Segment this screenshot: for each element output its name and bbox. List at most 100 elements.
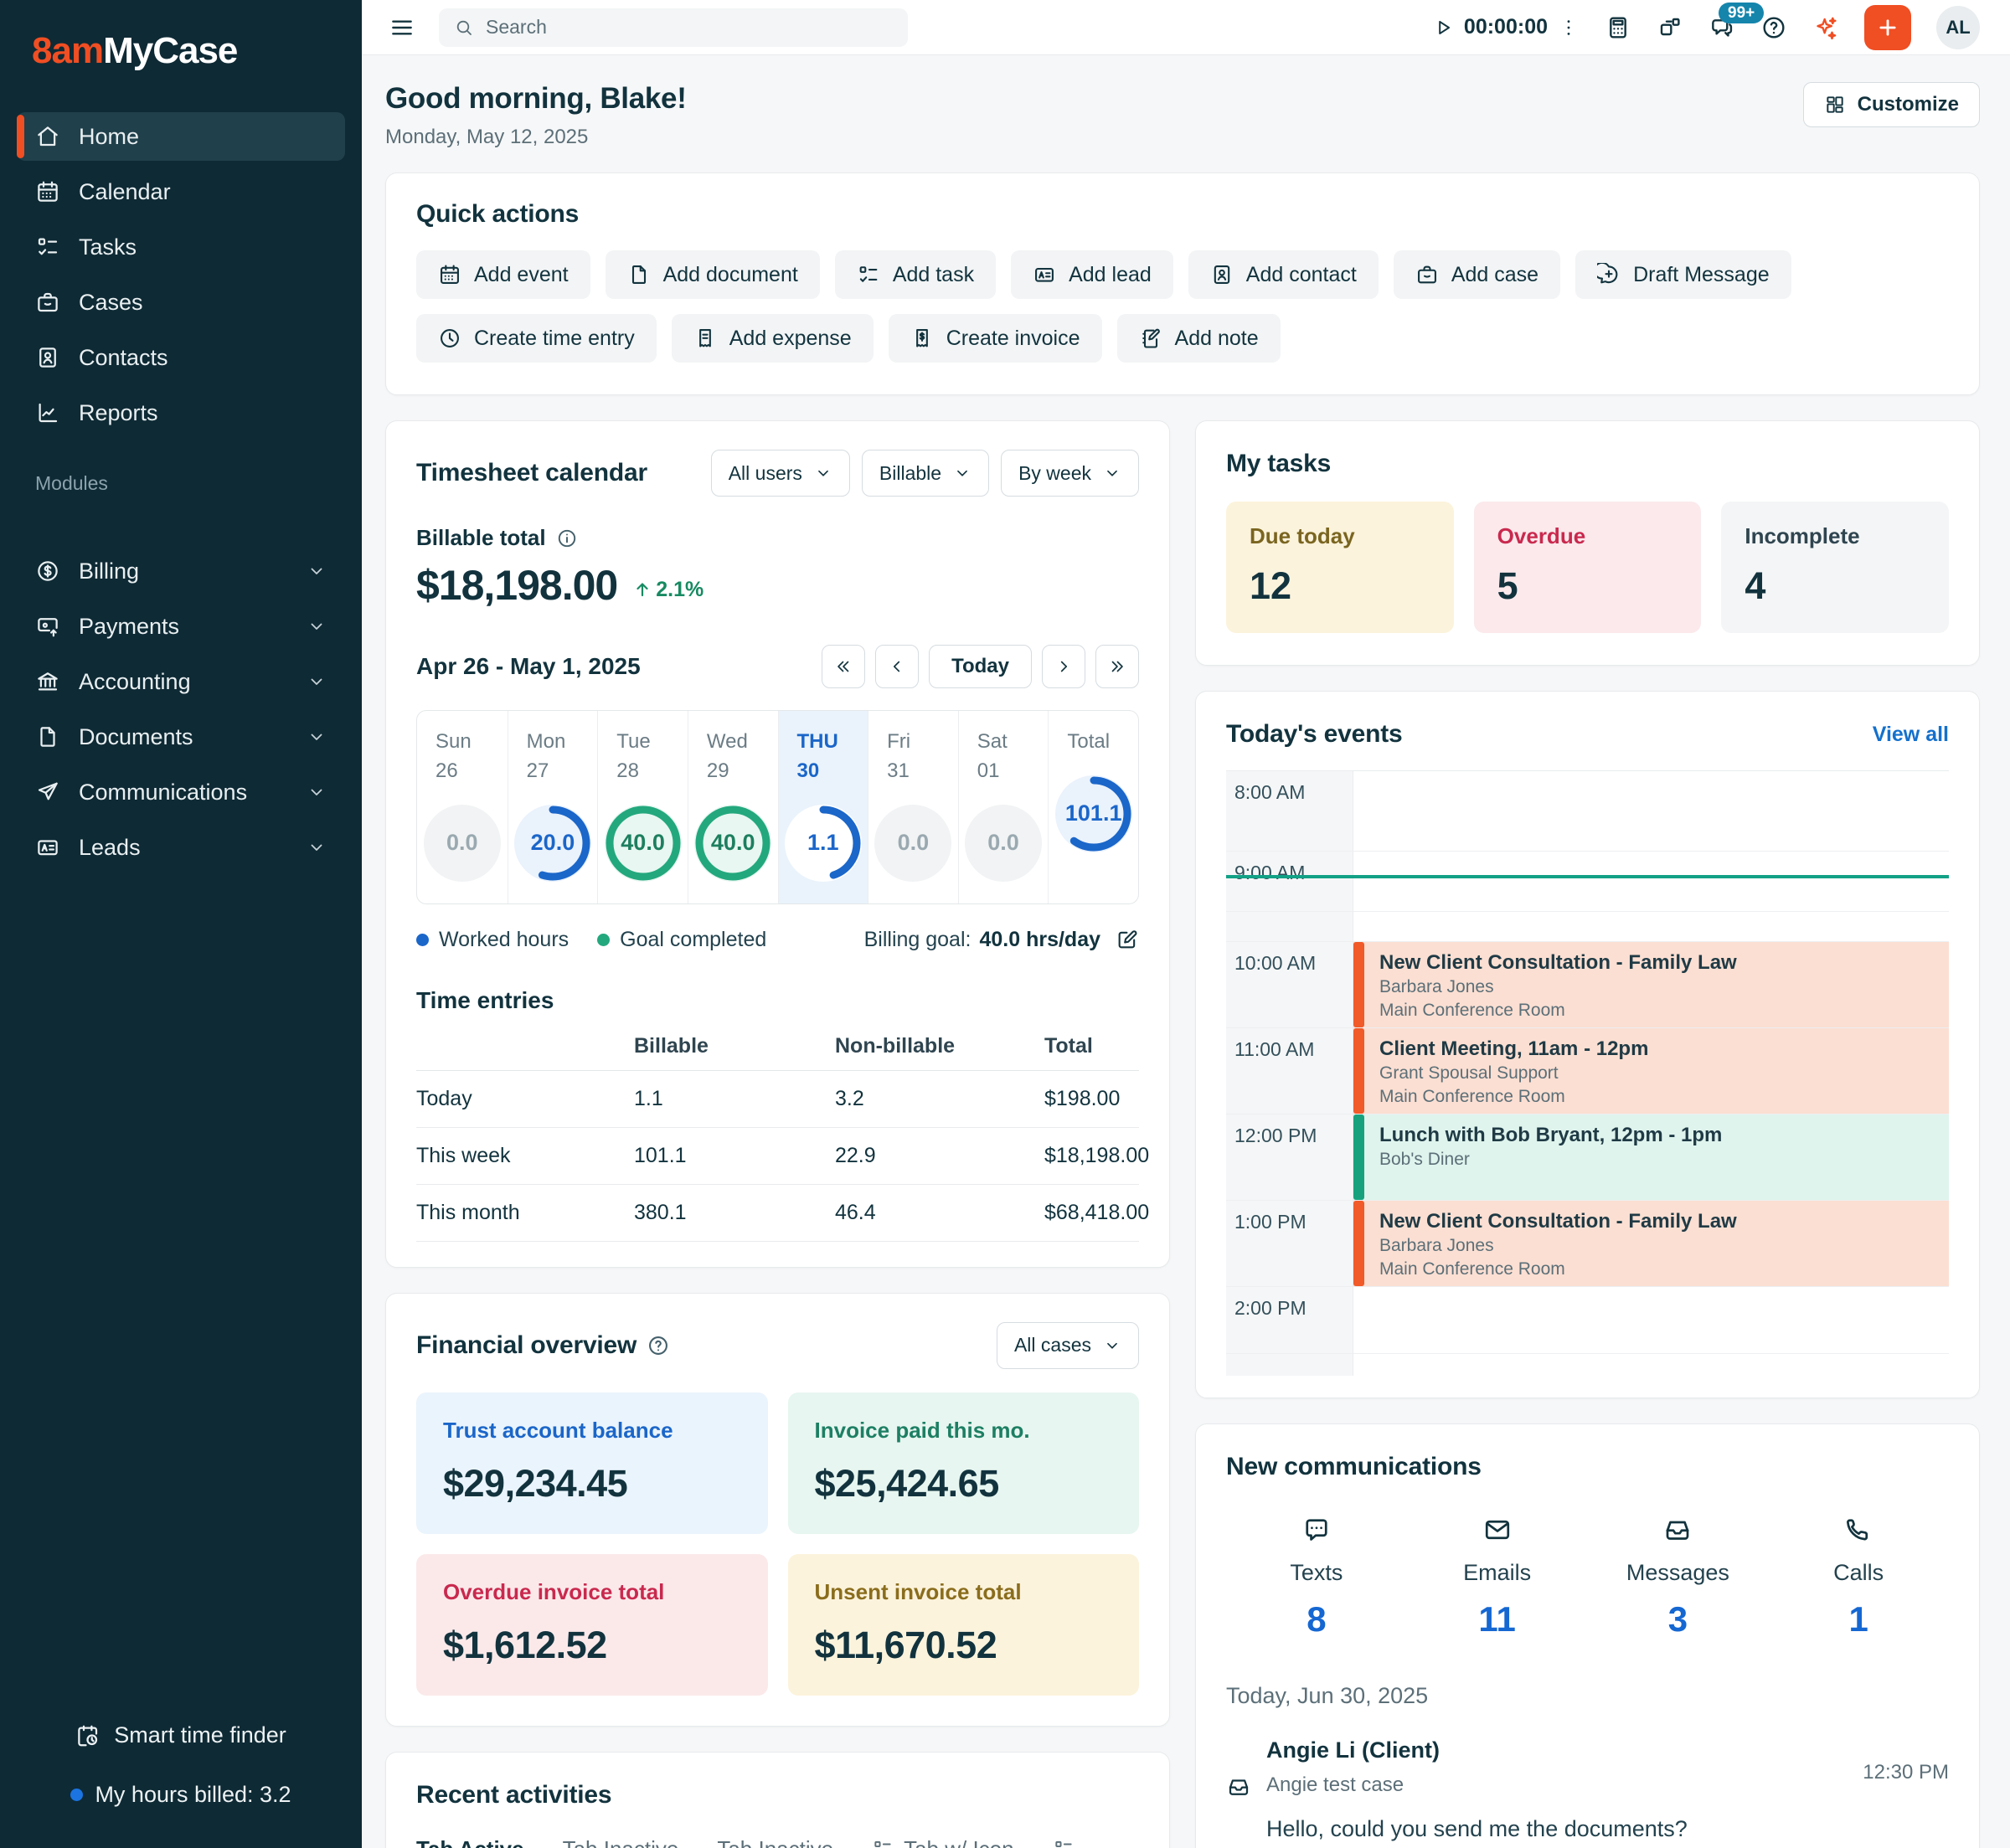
day-cell-sun[interactable]: Sun 26 0.0 — [417, 711, 508, 903]
messages-stat[interactable]: Messages 3 — [1588, 1515, 1769, 1640]
tab-icon-only[interactable] — [1053, 1836, 1075, 1848]
sidebar-item-communications[interactable]: Communications — [17, 768, 345, 816]
ai-sparkle-icon[interactable] — [1812, 14, 1839, 41]
overdue-tile[interactable]: Overdue 5 — [1473, 502, 1702, 633]
sidebar-item-contacts[interactable]: Contacts — [17, 333, 345, 382]
sidebar-item-documents[interactable]: Documents — [17, 713, 345, 761]
smart-time-finder-label: Smart time finder — [114, 1722, 286, 1748]
view-all-link[interactable]: View all — [1872, 722, 1949, 746]
play-icon[interactable] — [1432, 17, 1454, 39]
day-cell-tue[interactable]: Tue 28 40.0 — [597, 711, 688, 903]
event-10am[interactable]: New Client Consultation - Family Law Bar… — [1353, 942, 1949, 1027]
help-circle-icon[interactable] — [647, 1334, 670, 1357]
avatar[interactable]: AL — [1936, 5, 1980, 49]
sidebar-item-label: Cases — [79, 289, 143, 315]
event-1pm[interactable]: New Client Consultation - Family Law Bar… — [1353, 1201, 1949, 1286]
add-case-button[interactable]: Add case — [1393, 250, 1561, 299]
sidebar-item-accounting[interactable]: Accounting — [17, 657, 345, 706]
recent-activities-title: Recent activities — [416, 1780, 612, 1809]
calculator-icon[interactable] — [1605, 14, 1631, 41]
sidebar-item-calendar[interactable]: Calendar — [17, 167, 345, 216]
recent-activities-tabs: Tab Active Tab Inactive Tab Inactive Tab… — [416, 1836, 1139, 1848]
menu-icon[interactable] — [389, 14, 415, 41]
calendar-icon — [38, 181, 58, 202]
hours-billed-dot — [70, 1789, 84, 1801]
cases-filter-dropdown[interactable]: All cases — [996, 1321, 1139, 1369]
info-icon[interactable] — [556, 528, 578, 549]
day-cell-wed[interactable]: Wed 29 40.0 — [687, 711, 778, 903]
sidebar-item-cases[interactable]: Cases — [17, 278, 345, 327]
todays-events-title: Today's events — [1226, 720, 1403, 748]
tab-inactive-1[interactable]: Tab Inactive — [563, 1836, 679, 1848]
today-button[interactable]: Today — [929, 645, 1032, 688]
sidebar-item-leads[interactable]: Leads — [17, 823, 345, 872]
col-header-total: Total — [1044, 1033, 1093, 1058]
sidebar-item-home[interactable]: Home — [17, 112, 345, 161]
due-today-tile[interactable]: Due today 12 — [1226, 502, 1454, 633]
add-expense-button[interactable]: Add expense — [671, 314, 874, 363]
edit-icon[interactable] — [1116, 928, 1139, 951]
quick-actions-title: Quick actions — [416, 200, 580, 228]
hours-billed: My hours billed: 3.2 — [70, 1782, 291, 1808]
smart-time-finder-button[interactable]: Smart time finder — [75, 1722, 286, 1748]
sidebar-item-payments[interactable]: Payments — [17, 602, 345, 651]
tab-inactive-2[interactable]: Tab Inactive — [717, 1836, 833, 1848]
widgets-icon[interactable] — [1657, 14, 1683, 41]
emails-stat[interactable]: Emails 11 — [1407, 1515, 1588, 1640]
day-cell-thu-today[interactable]: THU 30 1.1 — [777, 711, 868, 903]
communication-item[interactable]: Angie Li (Client) Angie test case 12:30 … — [1226, 1737, 1949, 1842]
event-11am[interactable]: Client Meeting, 11am - 12pm Grant Spousa… — [1353, 1028, 1949, 1114]
phone-icon — [1847, 1519, 1868, 1541]
day-cell-fri[interactable]: Fri 31 0.0 — [868, 711, 958, 903]
prev-week-button[interactable] — [875, 645, 920, 688]
search-input[interactable] — [486, 16, 893, 39]
create-time-entry-button[interactable]: Create time entry — [416, 314, 657, 363]
event-color-bar — [1353, 1114, 1364, 1200]
event-color-bar — [1353, 1201, 1364, 1286]
day-cell-sat[interactable]: Sat 01 0.0 — [957, 711, 1049, 903]
date-range: Apr 26 - May 1, 2025 — [416, 653, 641, 679]
time-label: 11:00 AM — [1226, 1028, 1353, 1114]
tab-active[interactable]: Tab Active — [416, 1836, 524, 1848]
add-lead-button[interactable]: Add lead — [1011, 250, 1173, 299]
day-cell-mon[interactable]: Mon 27 20.0 — [507, 711, 598, 903]
add-new-button[interactable] — [1864, 4, 1911, 50]
incomplete-tile[interactable]: Incomplete 4 — [1721, 502, 1950, 633]
next-week-button[interactable] — [1042, 645, 1085, 688]
sidebar-item-label: Leads — [79, 834, 141, 860]
sidebar-item-tasks[interactable]: Tasks — [17, 223, 345, 271]
add-contact-button[interactable]: Add contact — [1188, 250, 1379, 299]
create-invoice-button[interactable]: Create invoice — [888, 314, 1102, 363]
green-dot — [597, 933, 611, 946]
current-time-line — [1226, 875, 1949, 878]
time-label: 10:00 AM — [1226, 942, 1353, 1027]
event-12pm[interactable]: Lunch with Bob Bryant, 12pm - 1pm Bob's … — [1353, 1114, 1949, 1200]
time-label: 9:00 AM — [1226, 852, 1353, 911]
add-document-button[interactable]: Add document — [605, 250, 820, 299]
add-event-button[interactable]: Add event — [416, 250, 590, 299]
kebab-menu-icon[interactable] — [1558, 17, 1580, 39]
users-filter-dropdown[interactable]: All users — [710, 450, 850, 497]
sidebar-item-billing[interactable]: Billing — [17, 547, 345, 595]
calls-stat[interactable]: Calls 1 — [1768, 1515, 1949, 1640]
add-note-button[interactable]: Add note — [1116, 314, 1281, 363]
note-pencil-icon — [1142, 328, 1160, 348]
search-bar[interactable] — [439, 8, 908, 47]
billable-filter-dropdown[interactable]: Billable — [861, 450, 990, 497]
tab-with-icon[interactable]: Tab w/ Icon — [872, 1836, 1014, 1848]
add-task-button[interactable]: Add task — [834, 250, 997, 299]
help-icon[interactable] — [1760, 14, 1787, 41]
draft-message-button[interactable]: Draft Message — [1575, 250, 1791, 299]
period-filter-dropdown[interactable]: By week — [1001, 450, 1139, 497]
texts-stat[interactable]: Texts 8 — [1226, 1515, 1407, 1640]
customize-button[interactable]: Customize — [1802, 82, 1980, 127]
sidebar-item-label: Communications — [79, 779, 248, 805]
next-year-button[interactable] — [1095, 645, 1139, 688]
sidebar-item-label: Reports — [79, 399, 158, 425]
timer-widget[interactable]: 00:00:00 — [1432, 15, 1580, 39]
notifications-button[interactable]: 99+ — [1708, 2, 1765, 41]
sidebar-item-reports[interactable]: Reports — [17, 389, 345, 437]
prev-year-button[interactable] — [822, 645, 866, 688]
chevron-down-icon — [1107, 470, 1117, 476]
recent-activities-card: Recent activities Tab Active Tab Inactiv… — [385, 1751, 1170, 1848]
